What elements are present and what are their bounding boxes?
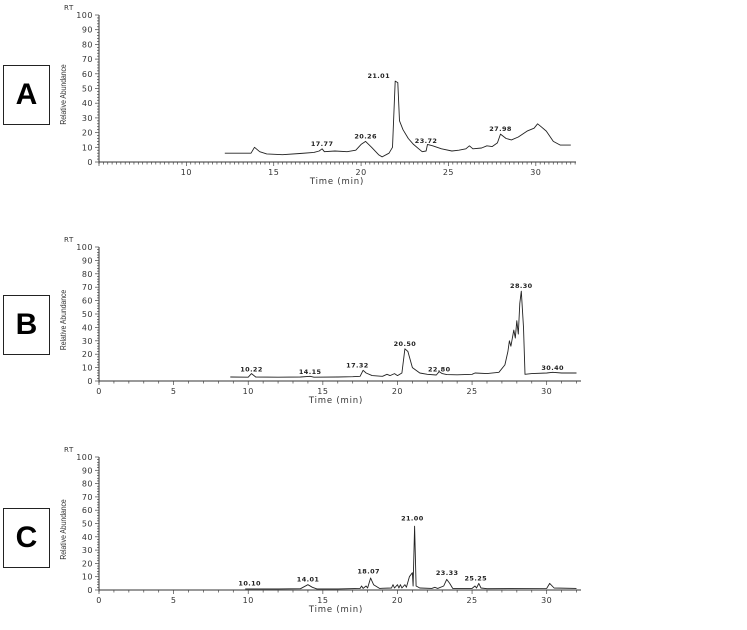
peak-label: 17.32 (346, 361, 369, 369)
y-tick-label: 60 (82, 297, 93, 306)
x-tick-label: 30 (541, 596, 552, 605)
x-tick-label: 5 (171, 596, 177, 605)
peak-label: 25.25 (465, 574, 488, 582)
peak-label: 20.26 (354, 132, 377, 140)
x-tick-label: 25 (466, 596, 477, 605)
y-tick-label: 40 (82, 323, 93, 332)
y-tick-label: 100 (76, 243, 93, 252)
chromatogram-trace (245, 525, 577, 590)
corner-label: RT (64, 4, 74, 12)
peak-label: 27.98 (489, 125, 512, 133)
x-tick-label: 0 (96, 387, 102, 396)
y-tick-label: 30 (82, 546, 93, 555)
x-tick-label: 10 (243, 387, 254, 396)
chromatogram-trace (224, 80, 571, 158)
peak-label: 30.40 (541, 364, 564, 372)
y-tick-label: 40 (82, 533, 93, 542)
y-tick-label: 10 (82, 143, 93, 152)
x-tick-label: 30 (530, 168, 541, 177)
y-tick-label: 0 (87, 377, 93, 386)
x-tick-label: 0 (96, 596, 102, 605)
x-tick-label: 10 (181, 168, 192, 177)
y-tick-label: 60 (82, 506, 93, 515)
y-tick-label: 20 (82, 559, 93, 568)
x-tick-label: 15 (268, 168, 279, 177)
x-tick-label: 25 (443, 168, 454, 177)
peak-label: 10.10 (238, 580, 261, 588)
peak-label: 23.72 (415, 137, 438, 145)
x-tick-label: 20 (392, 387, 403, 396)
x-axis-label: Time (min) (308, 605, 363, 615)
peak-label: 21.00 (401, 515, 424, 523)
y-tick-label: 20 (82, 129, 93, 138)
y-tick-label: 70 (82, 493, 93, 502)
panel-label-b: B (3, 295, 50, 355)
panel-label-a: A (3, 65, 50, 125)
peak-label: 23.33 (436, 569, 459, 577)
peak-label: 14.15 (299, 368, 322, 376)
x-tick-label: 25 (466, 387, 477, 396)
peak-label: 10.22 (240, 365, 263, 373)
peak-label: 17.77 (311, 140, 334, 148)
y-tick-label: 40 (82, 99, 93, 108)
y-tick-label: 0 (87, 586, 93, 595)
corner-label: RT (64, 236, 74, 244)
x-tick-label: 20 (392, 596, 403, 605)
x-tick-label: 30 (541, 387, 552, 396)
y-tick-label: 90 (82, 256, 93, 265)
y-tick-label: 0 (87, 158, 93, 167)
y-tick-label: 70 (82, 283, 93, 292)
y-tick-label: 50 (82, 85, 93, 94)
x-axis-label: Time (min) (309, 177, 364, 187)
y-tick-label: 20 (82, 350, 93, 359)
y-axis-label: Relative Abundance (58, 499, 68, 559)
y-tick-label: 100 (76, 453, 93, 462)
y-tick-label: 10 (82, 573, 93, 582)
y-tick-label: 70 (82, 55, 93, 64)
x-tick-label: 20 (355, 168, 366, 177)
x-tick-label: 15 (317, 387, 328, 396)
y-tick-label: 80 (82, 270, 93, 279)
chart-panel-a: RT 0 10 20 30 40 50 60 70 80 90 100 Relative Abundan… (58, 4, 576, 187)
peak-label: 14.01 (297, 576, 320, 584)
y-tick-label: 80 (82, 480, 93, 489)
peak-label: 20.50 (394, 340, 417, 348)
x-tick-label: 5 (171, 387, 177, 396)
y-tick-label: 80 (82, 40, 93, 49)
y-tick-label: 30 (82, 337, 93, 346)
x-tick-label: 15 (317, 596, 328, 605)
peak-label: 18.07 (357, 568, 380, 576)
y-tick-label: 60 (82, 70, 93, 79)
y-tick-label: 10 (82, 364, 93, 373)
y-tick-label: 50 (82, 520, 93, 529)
y-axis-label: Relative Abundance (58, 64, 68, 124)
chromatogram-trace (230, 290, 577, 378)
corner-label: RT (64, 446, 74, 454)
peak-label: 21.01 (367, 72, 390, 80)
y-tick-label: 50 (82, 310, 93, 319)
y-axis-label: Relative Abundance (58, 290, 68, 350)
x-axis-label: Time (min) (308, 396, 363, 406)
y-tick-label: 100 (76, 11, 93, 20)
x-tick-label: 10 (243, 596, 254, 605)
y-tick-label: 90 (82, 26, 93, 35)
y-tick-label: 30 (82, 114, 93, 123)
peak-label: 22.80 (428, 365, 451, 373)
peak-label: 28.30 (510, 282, 533, 290)
y-tick-label: 90 (82, 466, 93, 475)
panel-label-c: C (3, 508, 50, 568)
